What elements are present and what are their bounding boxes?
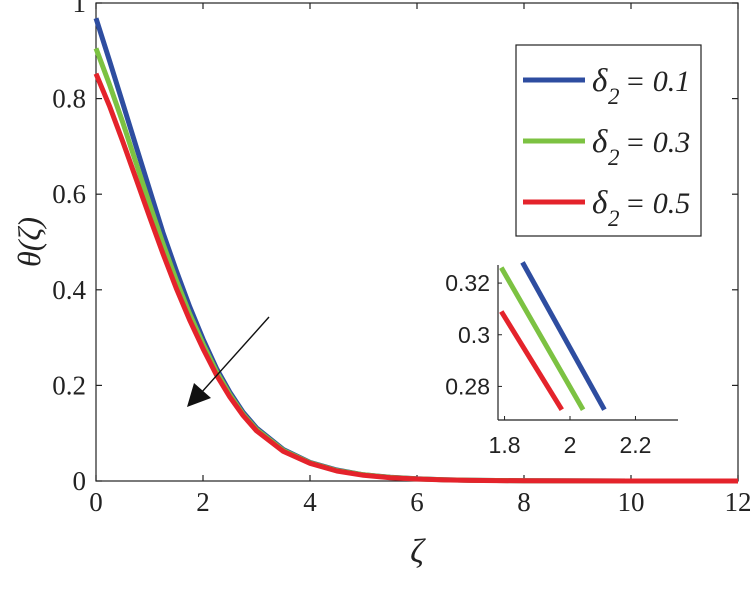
x-tick-label: 12 bbox=[725, 487, 752, 517]
legend-symbol: δ bbox=[592, 63, 608, 99]
x-tick-label: 2 bbox=[196, 487, 210, 517]
y-axis-label: θ(ζ) bbox=[11, 217, 47, 267]
inset-series-line-2 bbox=[499, 266, 586, 411]
inset-y-tick-label: 0.28 bbox=[445, 373, 490, 399]
x-axis-label: ζ bbox=[410, 533, 426, 570]
x-tick-label: 6 bbox=[410, 487, 424, 517]
legend-subscript: 2 bbox=[608, 84, 620, 109]
legend: δ 2 = 0.1δ 2 = 0.3δ 2 = 0.5 bbox=[515, 44, 702, 237]
legend-value: = 0.3 bbox=[625, 126, 690, 159]
inset-y-tick-label: 0.32 bbox=[445, 270, 490, 296]
inset-y-tick-label: 0.3 bbox=[458, 322, 490, 348]
annotation bbox=[187, 316, 270, 407]
legend-symbol: δ bbox=[592, 185, 608, 221]
x-tick-label: 4 bbox=[303, 487, 317, 517]
x-tick-label: 10 bbox=[618, 487, 645, 517]
y-tick-label: 0.6 bbox=[52, 179, 86, 209]
legend-subscript: 2 bbox=[608, 206, 620, 231]
x-tick-label: 8 bbox=[517, 487, 531, 517]
legend-symbol: δ bbox=[592, 124, 608, 160]
inset-x-tick-label: 2 bbox=[564, 432, 577, 458]
y-tick-label: 0.8 bbox=[52, 84, 86, 114]
y-tick-label: 1 bbox=[73, 0, 87, 18]
inset-x-tick-label: 2.2 bbox=[619, 432, 651, 458]
y-tick-label: 0.4 bbox=[52, 275, 86, 305]
inset-series-line-3 bbox=[499, 310, 564, 412]
trend-arrow-head bbox=[187, 383, 211, 407]
y-tick-label: 0 bbox=[73, 466, 87, 496]
trend-arrow-shaft bbox=[200, 316, 270, 394]
y-tick-label: 0.2 bbox=[52, 370, 86, 400]
inset-series-line-1 bbox=[520, 261, 607, 411]
legend-value: = 0.5 bbox=[625, 187, 690, 220]
series-line-3 bbox=[93, 72, 738, 484]
inset-x-tick-label: 1.8 bbox=[489, 432, 521, 458]
x-tick-label: 0 bbox=[89, 487, 103, 517]
legend-subscript: 2 bbox=[608, 145, 620, 170]
legend-value: = 0.1 bbox=[625, 65, 690, 98]
inset-plot-area: 1.8 2 2.2 0.28 0.3 0.32 bbox=[445, 261, 680, 458]
